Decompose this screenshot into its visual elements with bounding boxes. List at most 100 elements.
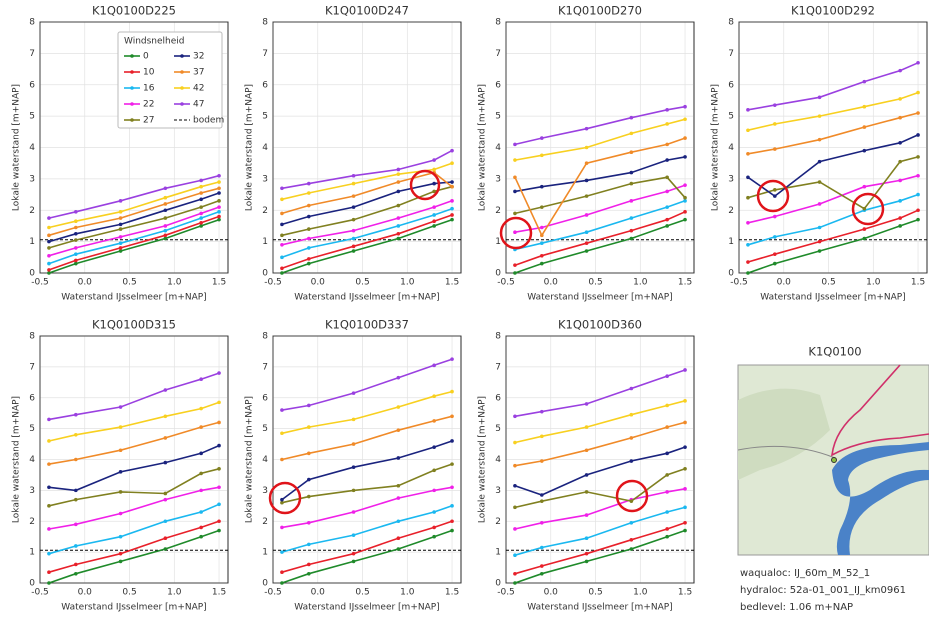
data-point	[199, 179, 203, 183]
data-point	[665, 404, 669, 408]
data-point	[217, 174, 221, 178]
y-tick-label: 4	[29, 455, 35, 465]
data-point	[280, 234, 284, 238]
data-point	[683, 136, 687, 140]
y-tick-label: 3	[495, 486, 501, 496]
map-title: K1Q0100	[808, 345, 861, 359]
y-tick-label: 6	[495, 80, 501, 90]
data-point	[630, 216, 634, 220]
data-point	[540, 205, 544, 209]
data-point	[513, 414, 517, 418]
data-point	[199, 212, 203, 216]
y-tick-label: 8	[262, 332, 268, 342]
data-point	[683, 196, 687, 200]
data-point	[513, 553, 517, 557]
data-point	[665, 122, 669, 126]
data-point	[119, 223, 123, 227]
data-point	[397, 237, 401, 241]
y-tick-label: 7	[495, 362, 501, 372]
data-point	[585, 230, 589, 234]
x-axis-label: Waterstand IJsselmeer [m+NAP]	[294, 603, 439, 613]
data-point	[683, 467, 687, 471]
data-point	[665, 452, 669, 456]
data-point	[164, 519, 168, 523]
data-point	[863, 80, 867, 84]
data-point	[585, 146, 589, 150]
data-point	[683, 117, 687, 121]
data-point	[47, 240, 51, 244]
data-point	[916, 193, 920, 197]
data-point	[916, 174, 920, 178]
data-point	[818, 180, 822, 184]
data-point	[683, 155, 687, 159]
data-point	[47, 570, 51, 574]
data-point	[217, 485, 221, 489]
x-tick-label: 0.5	[355, 588, 369, 598]
data-point	[397, 232, 401, 236]
data-point	[863, 185, 867, 189]
data-point	[585, 513, 589, 517]
data-point	[432, 205, 436, 209]
data-point	[746, 176, 750, 180]
data-point	[119, 246, 123, 250]
data-point	[513, 506, 517, 510]
legend-title: Windsnelheid	[124, 37, 185, 47]
data-point	[432, 182, 436, 186]
data-point	[47, 234, 51, 238]
y-tick-label: 1	[495, 548, 501, 558]
y-tick-label: 4	[728, 143, 734, 153]
y-tick-label: 7	[495, 49, 501, 59]
y-tick-label: 2	[495, 517, 501, 527]
data-point	[665, 218, 669, 222]
data-point	[217, 519, 221, 523]
chart-title: K1Q0100D360	[558, 318, 642, 332]
data-point	[863, 149, 867, 153]
data-point	[630, 521, 634, 525]
data-point	[307, 543, 311, 547]
data-point	[397, 536, 401, 540]
data-point	[683, 529, 687, 533]
data-point	[746, 108, 750, 112]
data-point	[746, 260, 750, 264]
data-point	[665, 374, 669, 378]
legend-marker	[130, 70, 134, 74]
chart-panel: 012345678-0.50.00.51.01.5K1Q0100D315Wate…	[12, 318, 229, 613]
data-point	[585, 425, 589, 429]
data-point	[683, 399, 687, 403]
legend-marker	[180, 86, 184, 90]
y-tick-label: 3	[262, 174, 268, 184]
data-point	[74, 252, 78, 256]
data-point	[352, 418, 356, 422]
data-point	[513, 581, 517, 585]
data-point	[665, 490, 669, 494]
data-point	[164, 216, 168, 220]
data-point	[280, 581, 284, 585]
data-point	[513, 158, 517, 162]
data-point	[665, 108, 669, 112]
data-point	[280, 570, 284, 574]
data-point	[47, 504, 51, 508]
chart-title: K1Q0100D292	[791, 4, 875, 18]
data-point	[280, 256, 284, 260]
data-point	[74, 226, 78, 230]
data-point	[47, 527, 51, 531]
x-tick-label: 1.0	[400, 588, 415, 598]
legend-marker	[130, 102, 134, 106]
legend-label: 27	[143, 116, 154, 126]
x-tick-label: 0.5	[122, 588, 136, 598]
data-point	[585, 490, 589, 494]
y-tick-label: 5	[262, 424, 268, 434]
y-tick-label: 3	[728, 174, 734, 184]
x-tick-label: 1.5	[445, 588, 459, 598]
data-point	[307, 452, 311, 456]
data-point	[119, 512, 123, 516]
data-point	[450, 462, 454, 466]
data-point	[513, 464, 517, 468]
data-point	[773, 252, 777, 256]
y-tick-label: 8	[29, 18, 35, 28]
x-tick-label: 1.5	[678, 278, 692, 288]
data-point	[397, 496, 401, 500]
data-point	[164, 224, 168, 228]
